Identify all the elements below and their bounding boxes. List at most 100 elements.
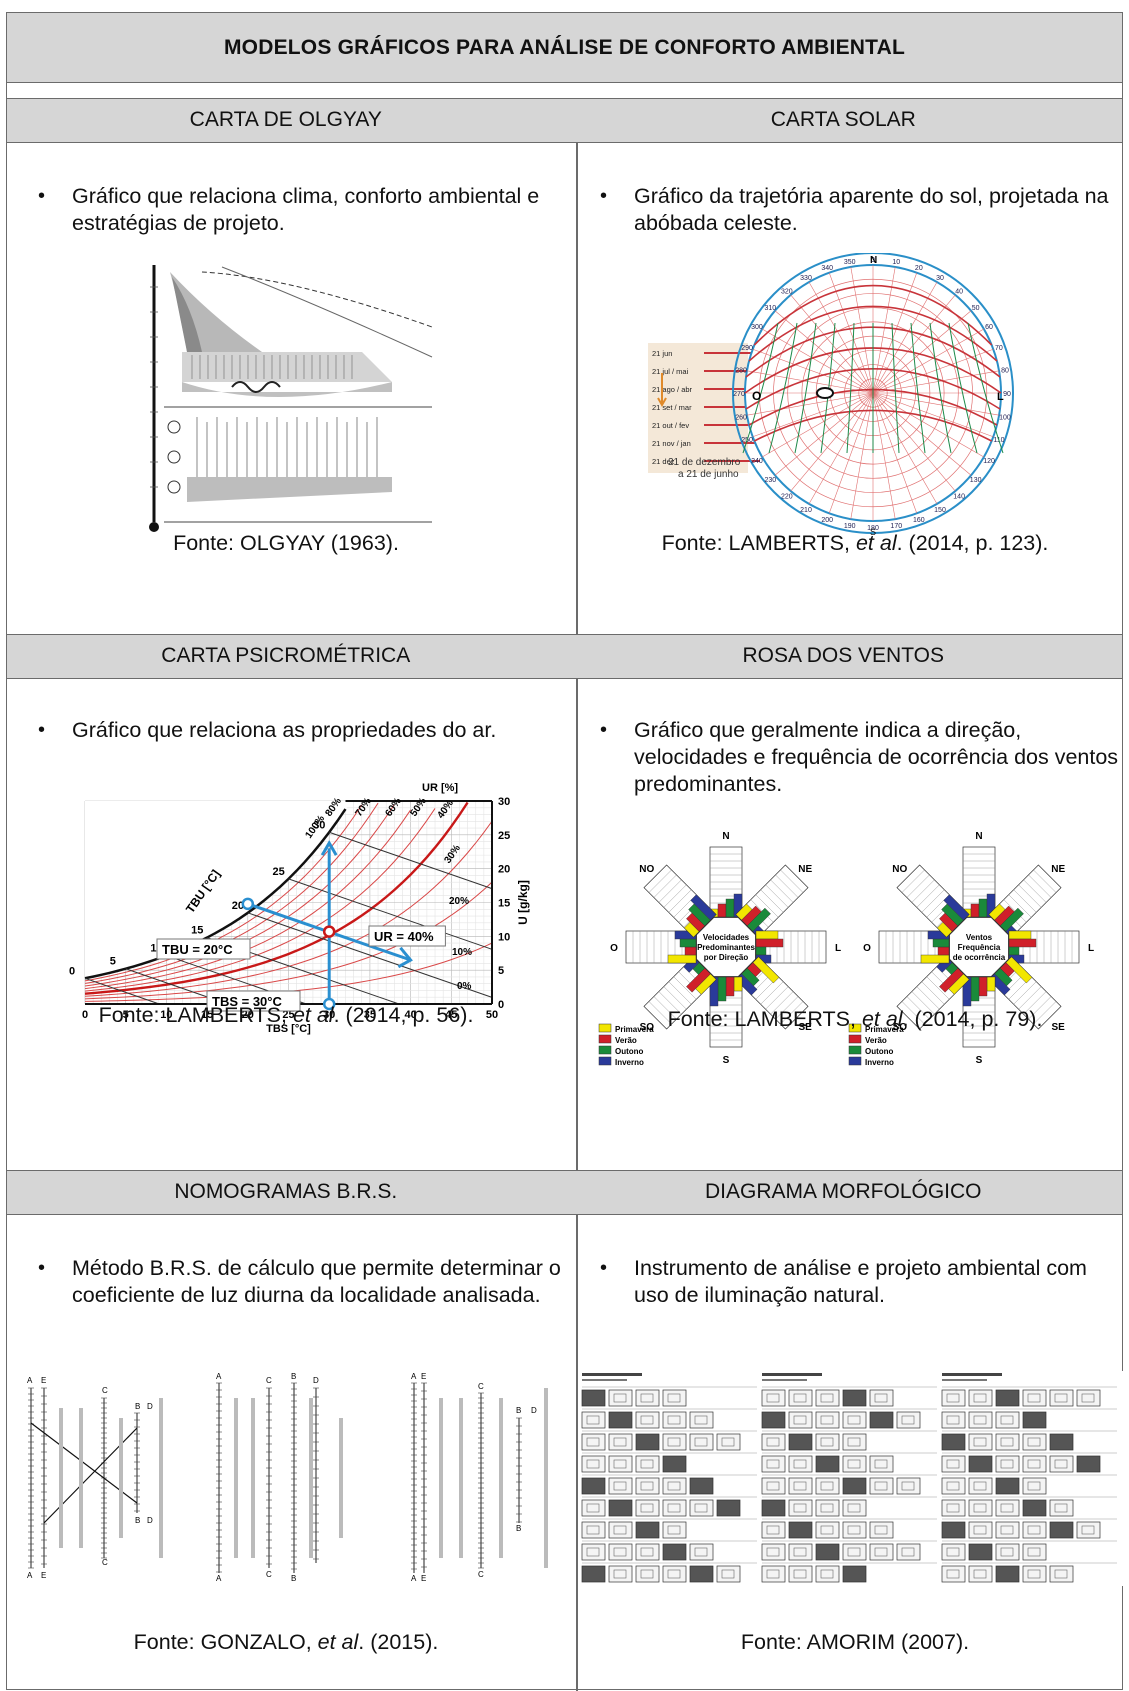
morph-thumbnail <box>1076 1389 1101 1407</box>
morph-thumbnail-detail <box>1027 1569 1041 1579</box>
row-1: CARTA DE OLGYAY CARTA SOLAR <box>7 98 1122 634</box>
morph-thumbnail <box>968 1543 993 1561</box>
solar-date-label: 21 jun <box>652 349 672 358</box>
morph-thumbnail <box>842 1521 867 1539</box>
rose-legend-swatch <box>598 1023 612 1033</box>
psy-y-tick: 15 <box>498 898 510 910</box>
morph-thumbnail-detail <box>1081 1525 1095 1535</box>
solar-azimuth-label: 0 <box>871 257 875 264</box>
nomogram-scale-letter: D <box>147 1402 153 1411</box>
psy-wetbulb-line <box>84 977 160 1005</box>
morph-thumbnail <box>1049 1565 1074 1583</box>
rose-bar <box>970 976 980 1002</box>
morph-thumbnail-detail <box>874 1459 888 1469</box>
morph-thumbnail <box>815 1389 840 1407</box>
source-text-end: . (2015). <box>358 1630 439 1654</box>
rose-right-arm-o <box>878 930 950 964</box>
solar-azimuth-line <box>872 272 918 394</box>
morph-thumbnail <box>788 1455 813 1473</box>
solar-hour-line <box>948 322 978 454</box>
rose-arm-tick <box>765 884 789 908</box>
solar-arrow-icon <box>657 373 667 408</box>
morph-thumbnail-detail <box>613 1525 627 1535</box>
morph-column-title <box>762 1373 822 1376</box>
rose-arm-tick <box>1008 894 1032 918</box>
solar-azimuth-label: 260 <box>735 414 747 421</box>
morph-thumbnail <box>941 1389 966 1407</box>
rose-arm-tick <box>1013 981 1037 1005</box>
morph-thumbnail <box>635 1477 660 1495</box>
morph-thumbnail <box>1049 1499 1074 1517</box>
morph-thumbnail <box>941 1565 966 1583</box>
morph-thumbnail <box>608 1455 633 1473</box>
morph-thumbnail <box>635 1433 660 1451</box>
morph-thumbnail <box>1022 1565 1047 1583</box>
rose-arm-tick <box>1013 889 1037 913</box>
source-text-end: . (2014, p. 123). <box>896 531 1049 555</box>
morph-thumbnail-detail <box>586 1437 600 1447</box>
carta-solar-description: Gráfico da trajetória aparente do sol, p… <box>594 183 1114 237</box>
solar-azimuth-line <box>808 392 874 505</box>
solar-chart: 21 jun 21 jul / mai 21 ago / abr 21 set / m… <box>648 253 1014 537</box>
solar-azimuth-line <box>872 348 994 394</box>
solar-azimuth-label: 50 <box>972 305 980 312</box>
cell-psicrometrica: Gráfico que relaciona as propriedades do… <box>7 679 565 1170</box>
morph-thumbnail <box>1049 1433 1074 1451</box>
solar-azimuth-label: 210 <box>800 507 812 514</box>
solar-azimuth-line <box>872 392 918 514</box>
morph-thumbnail <box>968 1477 993 1495</box>
rose-legend-swatch <box>848 1034 862 1044</box>
morph-thumbnail <box>788 1543 813 1561</box>
rose-arm-tick <box>775 996 799 1020</box>
solar-azimuth-line <box>872 281 938 394</box>
morph-thumbnail-detail <box>667 1393 681 1403</box>
morph-thumbnail-detail <box>946 1569 960 1579</box>
solar-azimuth-label: 60 <box>985 324 993 331</box>
solar-azimuth-label: 320 <box>781 288 793 295</box>
morph-thumbnail <box>968 1411 993 1429</box>
rose-legend-swatch <box>598 1056 612 1066</box>
morph-thumbnail-detail <box>820 1569 834 1579</box>
solar-date-label: 21 nov / jan <box>652 439 691 448</box>
morph-thumbnail <box>815 1565 840 1583</box>
rose-arm-tick <box>770 879 794 903</box>
morph-thumbnail <box>635 1389 660 1407</box>
morph-thumbnail <box>1022 1455 1047 1473</box>
rose-right-arm-ne <box>988 864 1062 938</box>
morph-thumbnail-detail <box>694 1415 708 1425</box>
morph-thumbnail-detail <box>613 1437 627 1447</box>
morph-thumbnail <box>581 1389 606 1407</box>
nomogram-scale-letter: D <box>313 1376 319 1385</box>
rose-bar <box>717 976 727 1002</box>
morph-thumbnail-detail <box>820 1437 834 1447</box>
heading-carta-solar: CARTA SOLAR <box>770 108 916 131</box>
morph-thumbnail-detail <box>1054 1459 1068 1469</box>
solar-azimuth-line <box>872 294 956 394</box>
rose-arm-tick <box>1018 986 1042 1010</box>
solar-azimuth-line <box>872 392 938 505</box>
heading-nomogramas: NOMOGRAMAS B.R.S. <box>174 1180 398 1203</box>
solar-azimuth-line <box>752 392 874 438</box>
rose-direction-label: N <box>975 831 982 842</box>
rose-bar <box>978 898 988 918</box>
rose-center-text: por Direção <box>704 953 749 962</box>
row-1-header: CARTA DE OLGYAY CARTA SOLAR <box>7 98 1122 143</box>
nomogram-scale-letter: C <box>478 1382 484 1391</box>
rose-center-text: Predominantes <box>697 943 755 952</box>
morph-thumbnail <box>608 1565 633 1583</box>
morph-thumbnail <box>968 1455 993 1473</box>
nomogram-scale-letter: A <box>27 1571 33 1580</box>
morph-thumbnail <box>995 1455 1020 1473</box>
rose-bar <box>1008 930 1032 940</box>
rose-right-arm-l <box>1008 930 1080 964</box>
rose-arm-tick <box>916 986 940 1010</box>
psy-x-tick: 50 <box>486 1009 498 1021</box>
morph-thumbnail-detail <box>694 1547 708 1557</box>
psy-tbu-tick: 5 <box>110 956 116 968</box>
rose-bar <box>937 946 950 956</box>
solar-east: L <box>997 391 1004 403</box>
morph-thumbnail-detail <box>973 1569 987 1579</box>
rose-direction-label: SO <box>640 1022 655 1033</box>
rose-arm-tick <box>1033 869 1057 893</box>
